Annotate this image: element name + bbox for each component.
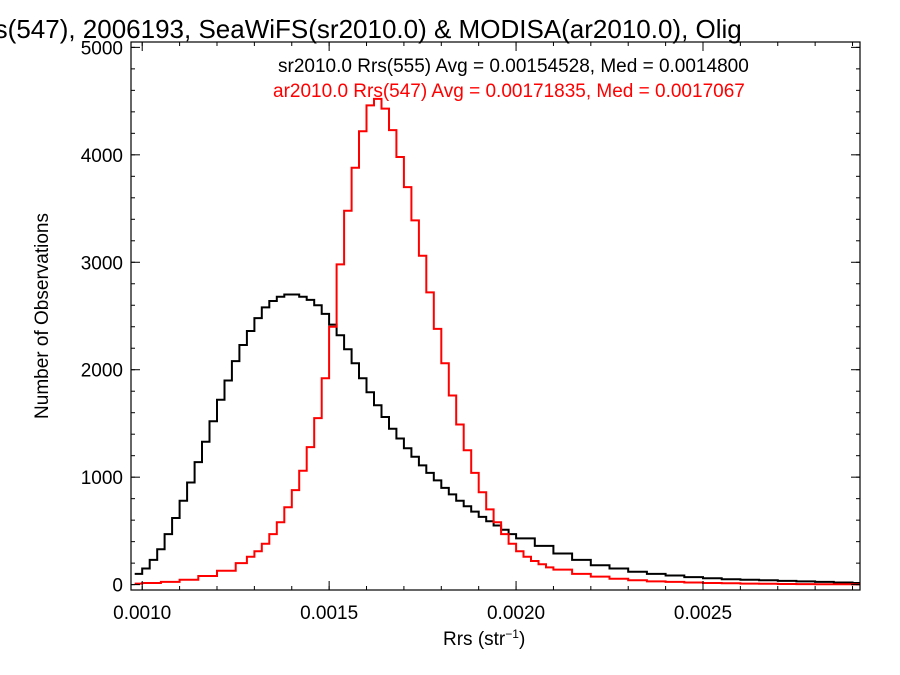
y-tick-label: 3000 <box>81 253 123 274</box>
y-tick-label: 1000 <box>81 468 123 489</box>
x-tick-label: 0.0015 <box>300 603 358 624</box>
annotation-black: sr2010.0 Rrs(555) Avg = 0.00154528, Med … <box>278 56 749 77</box>
y-tick-label: 4000 <box>81 146 123 167</box>
y-axis-label: Number of Observations <box>32 213 53 419</box>
x-tick-label: 0.0025 <box>674 603 732 624</box>
plot-area <box>134 97 860 586</box>
x-tick-label: 0.0020 <box>487 603 545 624</box>
axis-ticks: 0.0010 0.0015 0.0020 0.0025 0 1000 2000 3000 400… <box>81 38 860 624</box>
annotation-red: ar2010.0 Rrs(547) Avg = 0.00171835, Med … <box>273 81 745 102</box>
series-red-line <box>134 97 860 586</box>
plot-frame <box>130 41 861 591</box>
chart-title: rs(547), 2006193, SeaWiFS(sr2010.0) & MO… <box>0 14 742 44</box>
x-axis-label: Rrs (str−1) <box>443 627 525 650</box>
series-black-line <box>134 293 860 584</box>
y-tick-label: 0 <box>112 576 123 597</box>
x-axis-label-close: ) <box>519 629 525 650</box>
x-axis-label-exponent: −1 <box>505 627 519 641</box>
y-tick-label: 2000 <box>81 361 123 382</box>
x-tick-label: 0.0010 <box>113 603 171 624</box>
y-tick-label: 5000 <box>81 38 123 59</box>
x-axis-label-main: Rrs (str <box>443 629 506 650</box>
